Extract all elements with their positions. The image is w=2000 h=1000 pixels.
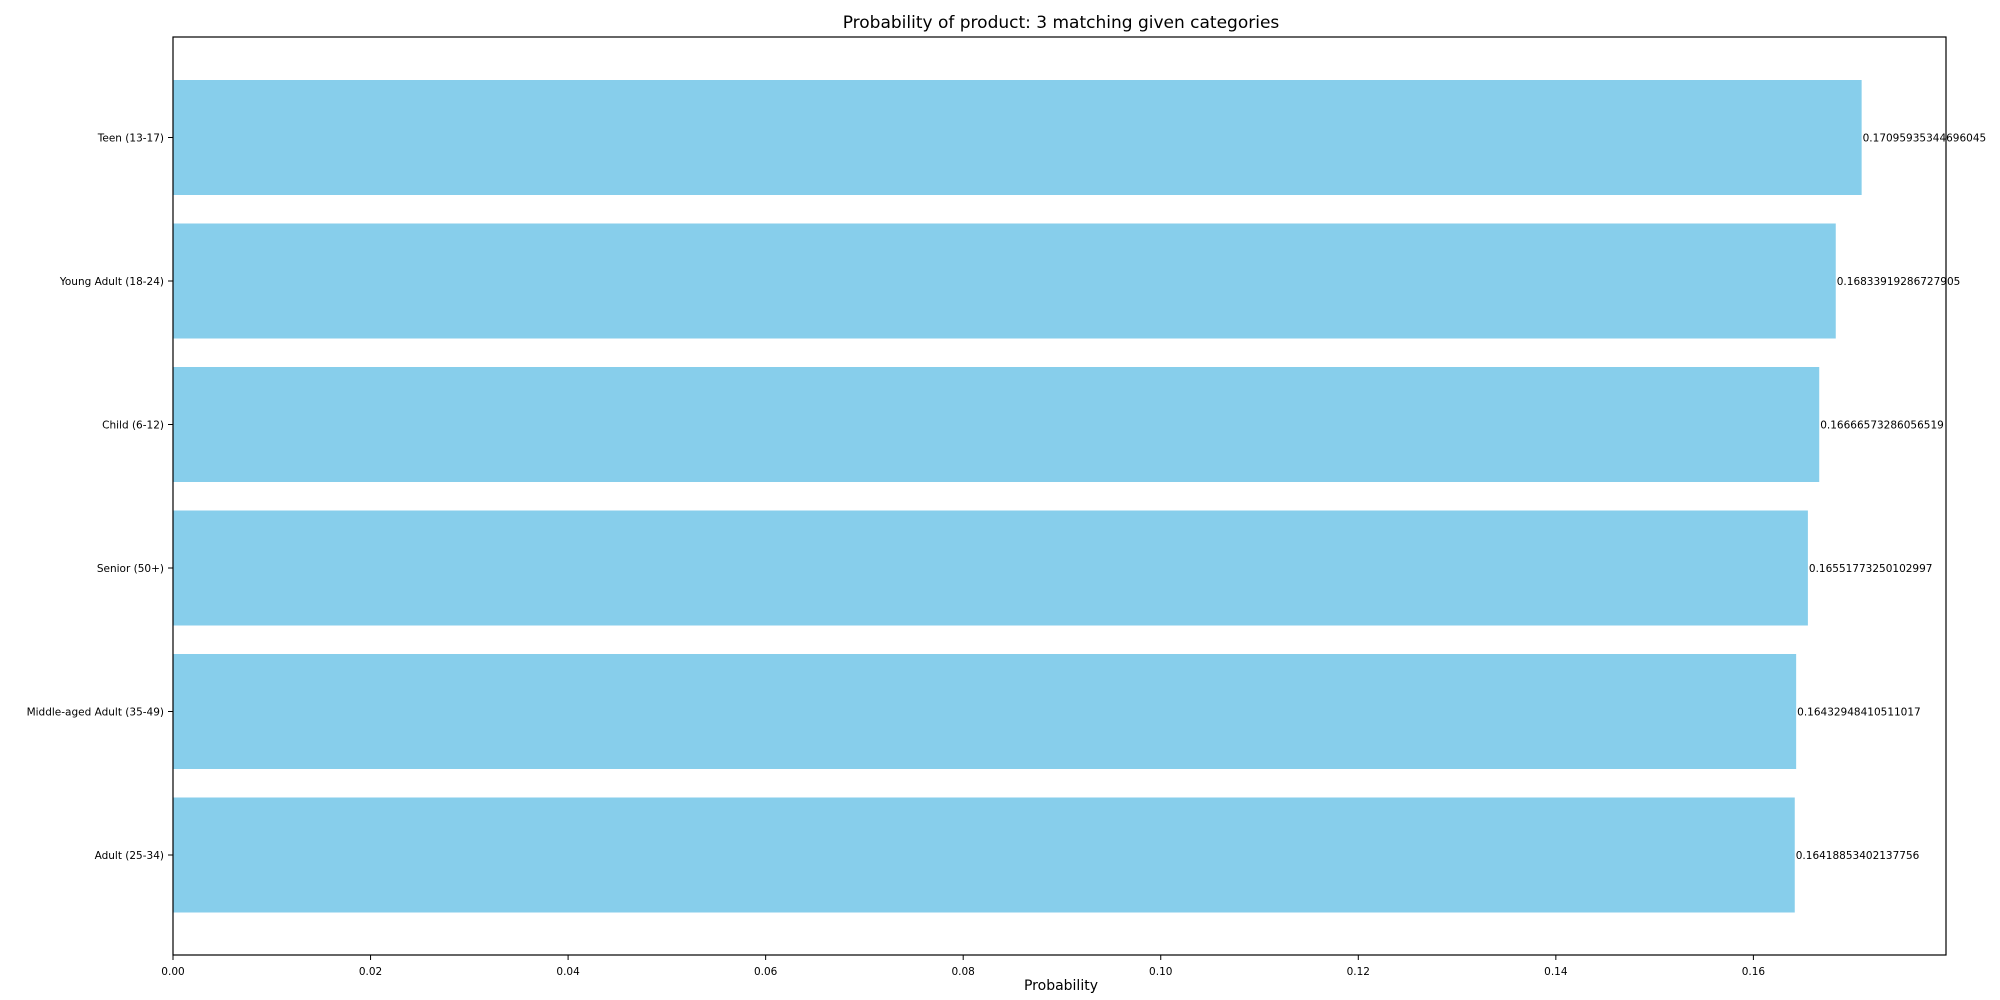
bar	[173, 797, 1795, 913]
y-tick-label: Middle-aged Adult (35-49)	[27, 707, 164, 719]
bar	[173, 367, 1820, 482]
y-tick-label: Teen (13-17)	[97, 133, 164, 145]
bar	[173, 80, 1862, 195]
x-tick-label: 0.10	[1149, 966, 1172, 978]
bar	[173, 510, 1808, 626]
bar-value-label: 0.17095935344696045	[1863, 133, 1987, 145]
bar-value-label: 0.16666573286056519	[1820, 420, 1944, 432]
bar-value-label: 0.16432948410511017	[1797, 707, 1921, 719]
plot-frame	[172, 36, 1947, 956]
x-tick-label: 0.14	[1544, 966, 1568, 978]
bar-value-label: 0.16833919286727905	[1837, 276, 1961, 288]
bars-group: 0.16418853402137756 0.16432948410511017 0.…	[173, 80, 1986, 913]
y-tick-label: Young Adult (18-24)	[59, 276, 164, 288]
x-tick-label: 0.16	[1742, 966, 1766, 978]
x-tick-label: 0.00	[161, 966, 184, 978]
x-tick-label: 0.06	[754, 966, 778, 978]
x-tick-label: 0.08	[951, 966, 974, 978]
x-tick-label: 0.02	[359, 966, 382, 978]
bar-value-label: 0.16551773250102997	[1809, 563, 1933, 575]
x-axis-ticks: 0.00 0.02 0.04 0.06 0.08 0.10 0.12 0.14 0.16	[161, 955, 1765, 978]
bar	[173, 654, 1797, 769]
y-tick-label: Senior (50+)	[97, 563, 164, 575]
y-tick-label: Child (6-12)	[102, 420, 164, 432]
x-axis-label: Probability	[1024, 978, 1098, 994]
x-tick-label: 0.12	[1347, 966, 1370, 978]
chart-title: Probability of product: 3 matching given…	[843, 13, 1280, 33]
bar	[173, 223, 1836, 339]
bar-value-label: 0.16418853402137756	[1796, 850, 1920, 862]
y-tick-label: Adult (25-34)	[95, 850, 164, 862]
x-tick-label: 0.04	[556, 966, 580, 978]
y-axis-ticks: Adult (25-34) Middle-aged Adult (35-49) Se…	[27, 133, 173, 862]
